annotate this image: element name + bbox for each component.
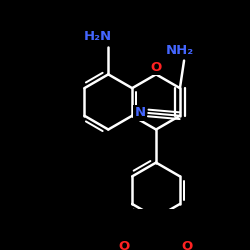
- Text: O: O: [119, 240, 130, 250]
- Text: H₂N: H₂N: [84, 30, 112, 43]
- Text: O: O: [150, 61, 162, 74]
- Text: O: O: [182, 240, 193, 250]
- Text: N: N: [134, 106, 145, 120]
- Text: NH₂: NH₂: [166, 44, 194, 57]
